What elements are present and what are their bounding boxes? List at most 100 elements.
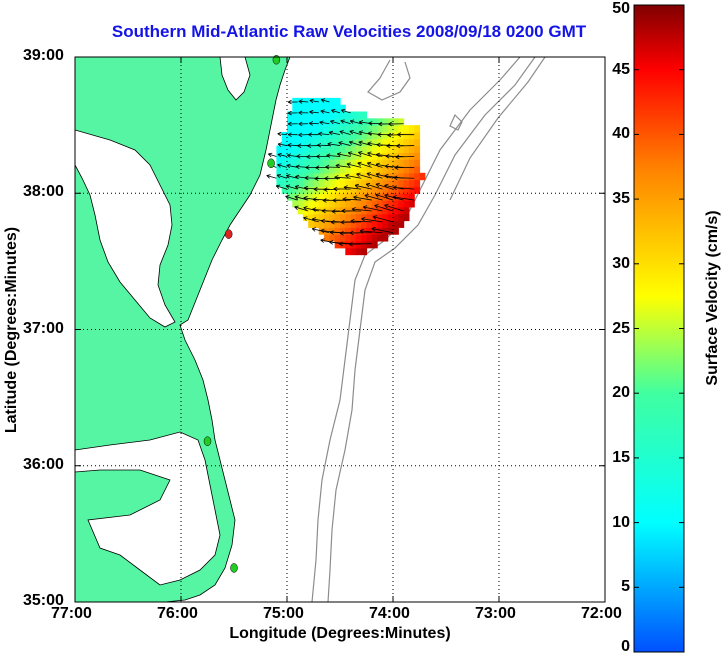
velocity-vector — [342, 198, 362, 201]
velocity-cell — [366, 125, 373, 133]
velocity-vector-head — [331, 209, 336, 212]
velocity-vector — [303, 207, 319, 212]
velocity-cell — [408, 125, 415, 133]
velocity-cell — [398, 220, 405, 228]
velocity-vector-head — [376, 142, 381, 146]
velocity-cell — [382, 159, 389, 167]
velocity-vector-head — [314, 178, 319, 181]
velocity-cell — [398, 193, 405, 201]
velocity-cell — [414, 138, 421, 147]
x-tick-label: 76:00 — [157, 605, 198, 622]
velocity-cell — [371, 206, 378, 215]
velocity-vector-head — [308, 132, 313, 135]
velocity-cell — [361, 179, 368, 188]
velocity-cell — [387, 213, 394, 222]
velocity-vector-head — [375, 173, 380, 178]
velocity-cell — [414, 166, 421, 174]
velocity-cell — [297, 145, 304, 153]
velocity-cell — [366, 213, 373, 222]
velocity-vector-head — [385, 155, 390, 159]
velocity-cell — [371, 186, 378, 194]
velocity-cell — [350, 220, 357, 228]
velocity-vector-head — [294, 186, 299, 190]
velocity-cell — [340, 193, 346, 201]
velocity-cell — [329, 97, 336, 106]
velocity-cell — [398, 213, 405, 222]
velocity-vector-head — [295, 176, 299, 180]
velocity-vector — [346, 163, 362, 168]
velocity-cell — [408, 186, 415, 194]
velocity-cell — [308, 179, 315, 188]
velocity-cell — [350, 186, 357, 194]
velocity-cell — [361, 247, 368, 256]
velocity-cell — [340, 138, 346, 147]
velocity-cell — [408, 166, 415, 174]
velocity-vector — [367, 152, 383, 157]
velocity-cell — [377, 193, 383, 201]
velocity-vector-head — [340, 222, 345, 225]
velocity-vector-head — [294, 205, 299, 208]
velocity-vector-head — [378, 123, 383, 127]
velocity-vector-head — [393, 177, 398, 181]
velocity-vector-head — [394, 167, 399, 170]
velocity-vector-head — [367, 162, 371, 167]
velocity-vector-head — [276, 174, 281, 179]
velocity-cell — [334, 186, 341, 194]
velocity-vector — [266, 175, 277, 179]
velocity-cell — [308, 138, 315, 147]
colorbar-tick-label: 45 — [612, 60, 630, 78]
velocity-cell — [308, 152, 315, 160]
velocity-vector-head — [349, 130, 353, 135]
velocity-cell — [313, 166, 320, 174]
velocity-vector — [321, 99, 330, 103]
velocity-cell — [324, 145, 330, 153]
velocity-cell — [287, 159, 293, 167]
velocity-cell — [276, 145, 283, 153]
station-markers — [203, 54, 281, 573]
colorbar-tick-label: 5 — [621, 578, 630, 596]
delaware-bay — [219, 57, 251, 101]
velocity-vector-head — [295, 174, 300, 177]
velocity-cell — [334, 213, 341, 222]
velocity-cell — [297, 172, 304, 181]
velocity-vector-head — [348, 243, 353, 247]
velocity-cell — [318, 125, 325, 133]
velocity-cell — [340, 159, 346, 167]
velocity-cell — [340, 166, 346, 174]
colorbar-tick-label: 30 — [612, 254, 630, 272]
velocity-cell — [387, 159, 394, 167]
velocity-cell — [281, 172, 288, 181]
velocity-vector-head — [309, 109, 314, 113]
colorbar-tick-label: 40 — [612, 125, 630, 143]
bathymetry-contour-1 — [311, 57, 521, 602]
velocity-cell — [313, 200, 320, 208]
velocity-vector-head — [303, 207, 307, 211]
velocity-cell — [308, 125, 315, 133]
velocity-cell — [292, 118, 299, 126]
velocity-cell — [414, 125, 421, 133]
velocity-cell — [371, 240, 378, 249]
x-tick-label: 77:00 — [51, 605, 92, 622]
velocity-cell — [308, 172, 315, 181]
x-axis-label: Longitude (Degrees:Minutes) — [229, 625, 451, 642]
velocity-vector-head — [349, 232, 354, 236]
velocity-cell — [334, 240, 341, 249]
velocity-vector-head — [338, 142, 342, 146]
velocity-cell — [366, 193, 373, 201]
velocity-vector-head — [330, 219, 335, 223]
velocity-vector — [367, 162, 383, 168]
velocity-cell — [313, 145, 320, 153]
velocity-cell — [350, 166, 357, 174]
velocity-cell — [361, 172, 368, 181]
velocity-vector — [395, 156, 415, 158]
velocity-vector-head — [295, 164, 300, 167]
velocity-vector-head — [303, 206, 308, 209]
velocity-cell — [361, 152, 368, 160]
velocity-vector-head — [351, 208, 356, 212]
velocity-vector-head — [374, 204, 379, 206]
velocity-vector — [366, 183, 383, 190]
velocity-vector — [358, 151, 372, 157]
velocity-vector — [351, 208, 372, 212]
velocity-cell — [408, 159, 415, 167]
velocity-cell — [355, 213, 362, 222]
